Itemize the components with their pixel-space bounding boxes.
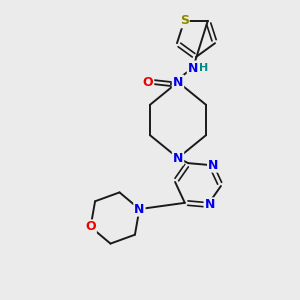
- Text: N: N: [205, 198, 215, 211]
- Text: N: N: [173, 76, 183, 88]
- Text: H: H: [200, 63, 208, 73]
- Text: O: O: [85, 220, 96, 233]
- Text: N: N: [173, 152, 183, 164]
- Text: N: N: [134, 202, 145, 216]
- Text: N: N: [208, 159, 218, 172]
- Text: S: S: [180, 14, 189, 27]
- Text: N: N: [188, 61, 198, 74]
- Text: O: O: [143, 76, 153, 88]
